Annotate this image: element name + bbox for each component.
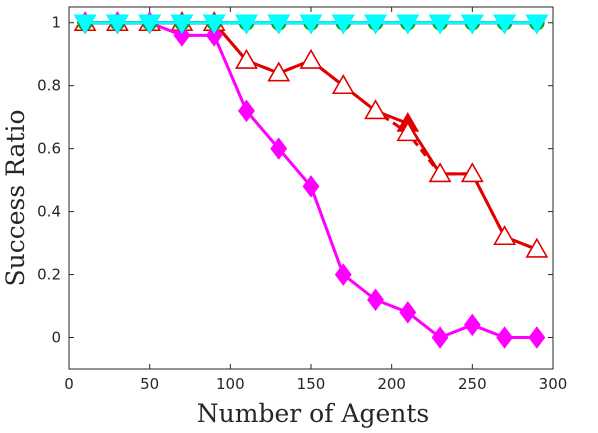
data-point-triangle xyxy=(364,99,387,120)
x-tick-label: 150 xyxy=(297,375,326,393)
data-point-diamond xyxy=(496,326,514,349)
data-point-triangle-down xyxy=(267,14,291,35)
data-point-triangle-down xyxy=(461,14,484,35)
data-point-triangle-down xyxy=(138,14,161,35)
series-5 xyxy=(73,14,549,35)
y-tick-label: 0.4 xyxy=(37,203,61,221)
data-point-triangle-down xyxy=(493,14,516,35)
data-point-diamond xyxy=(270,137,288,160)
data-point-triangle-down xyxy=(202,14,226,35)
data-point-triangle xyxy=(267,61,291,82)
ticks-layer: 0 50 100 150 200 250 300 0 0.2 0.4 0.6 0.8 1 xyxy=(37,7,567,393)
x-tick-label: 100 xyxy=(216,375,245,393)
data-point-triangle xyxy=(428,162,452,183)
y-tick-label: 0.2 xyxy=(37,266,61,284)
data-point-triangle xyxy=(299,49,323,69)
data-point-diamond xyxy=(205,24,223,47)
x-tick-label: 0 xyxy=(64,375,74,393)
x-tick-label: 250 xyxy=(458,375,487,393)
y-tick-label: 1 xyxy=(51,14,61,32)
data-point-triangle-down xyxy=(331,14,355,35)
y-tick-label: 0.6 xyxy=(37,140,61,158)
data-point-diamond xyxy=(463,313,481,337)
x-tick-label: 50 xyxy=(140,375,159,393)
data-point-triangle-down xyxy=(428,14,452,35)
data-point-triangle-down xyxy=(73,14,97,35)
data-point-diamond xyxy=(399,301,417,324)
data-point-triangle-down xyxy=(396,14,420,35)
data-point-triangle xyxy=(493,225,516,246)
y-tick-label: 0.8 xyxy=(37,77,61,95)
data-point-triangle xyxy=(461,162,484,183)
data-point-diamond xyxy=(431,326,449,349)
data-point-triangle-down xyxy=(235,14,258,35)
data-point-triangle xyxy=(525,237,549,258)
data-point-triangle-down xyxy=(364,14,387,35)
y-axis-title: Success Ratio xyxy=(1,109,30,286)
y-tick-label: 0 xyxy=(51,329,61,347)
series-layer xyxy=(73,11,549,349)
data-point-diamond xyxy=(528,326,546,349)
data-point-triangle-down xyxy=(170,14,194,35)
data-point-diamond xyxy=(173,24,191,47)
x-axis-title: Number of Agents xyxy=(197,399,429,428)
series-1 xyxy=(73,11,549,258)
x-tick-label: 300 xyxy=(539,375,568,393)
data-point-diamond xyxy=(367,288,384,311)
data-point-triangle xyxy=(331,74,355,94)
data-point-triangle xyxy=(235,49,258,69)
data-point-diamond xyxy=(302,175,320,198)
data-point-triangle-down xyxy=(299,14,323,35)
data-point-triangle xyxy=(396,121,420,142)
data-point-triangle-down xyxy=(525,14,549,35)
data-point-diamond xyxy=(238,99,255,123)
x-tick-label: 200 xyxy=(377,375,406,393)
data-point-diamond xyxy=(334,263,352,286)
data-point-triangle-down xyxy=(106,14,129,35)
